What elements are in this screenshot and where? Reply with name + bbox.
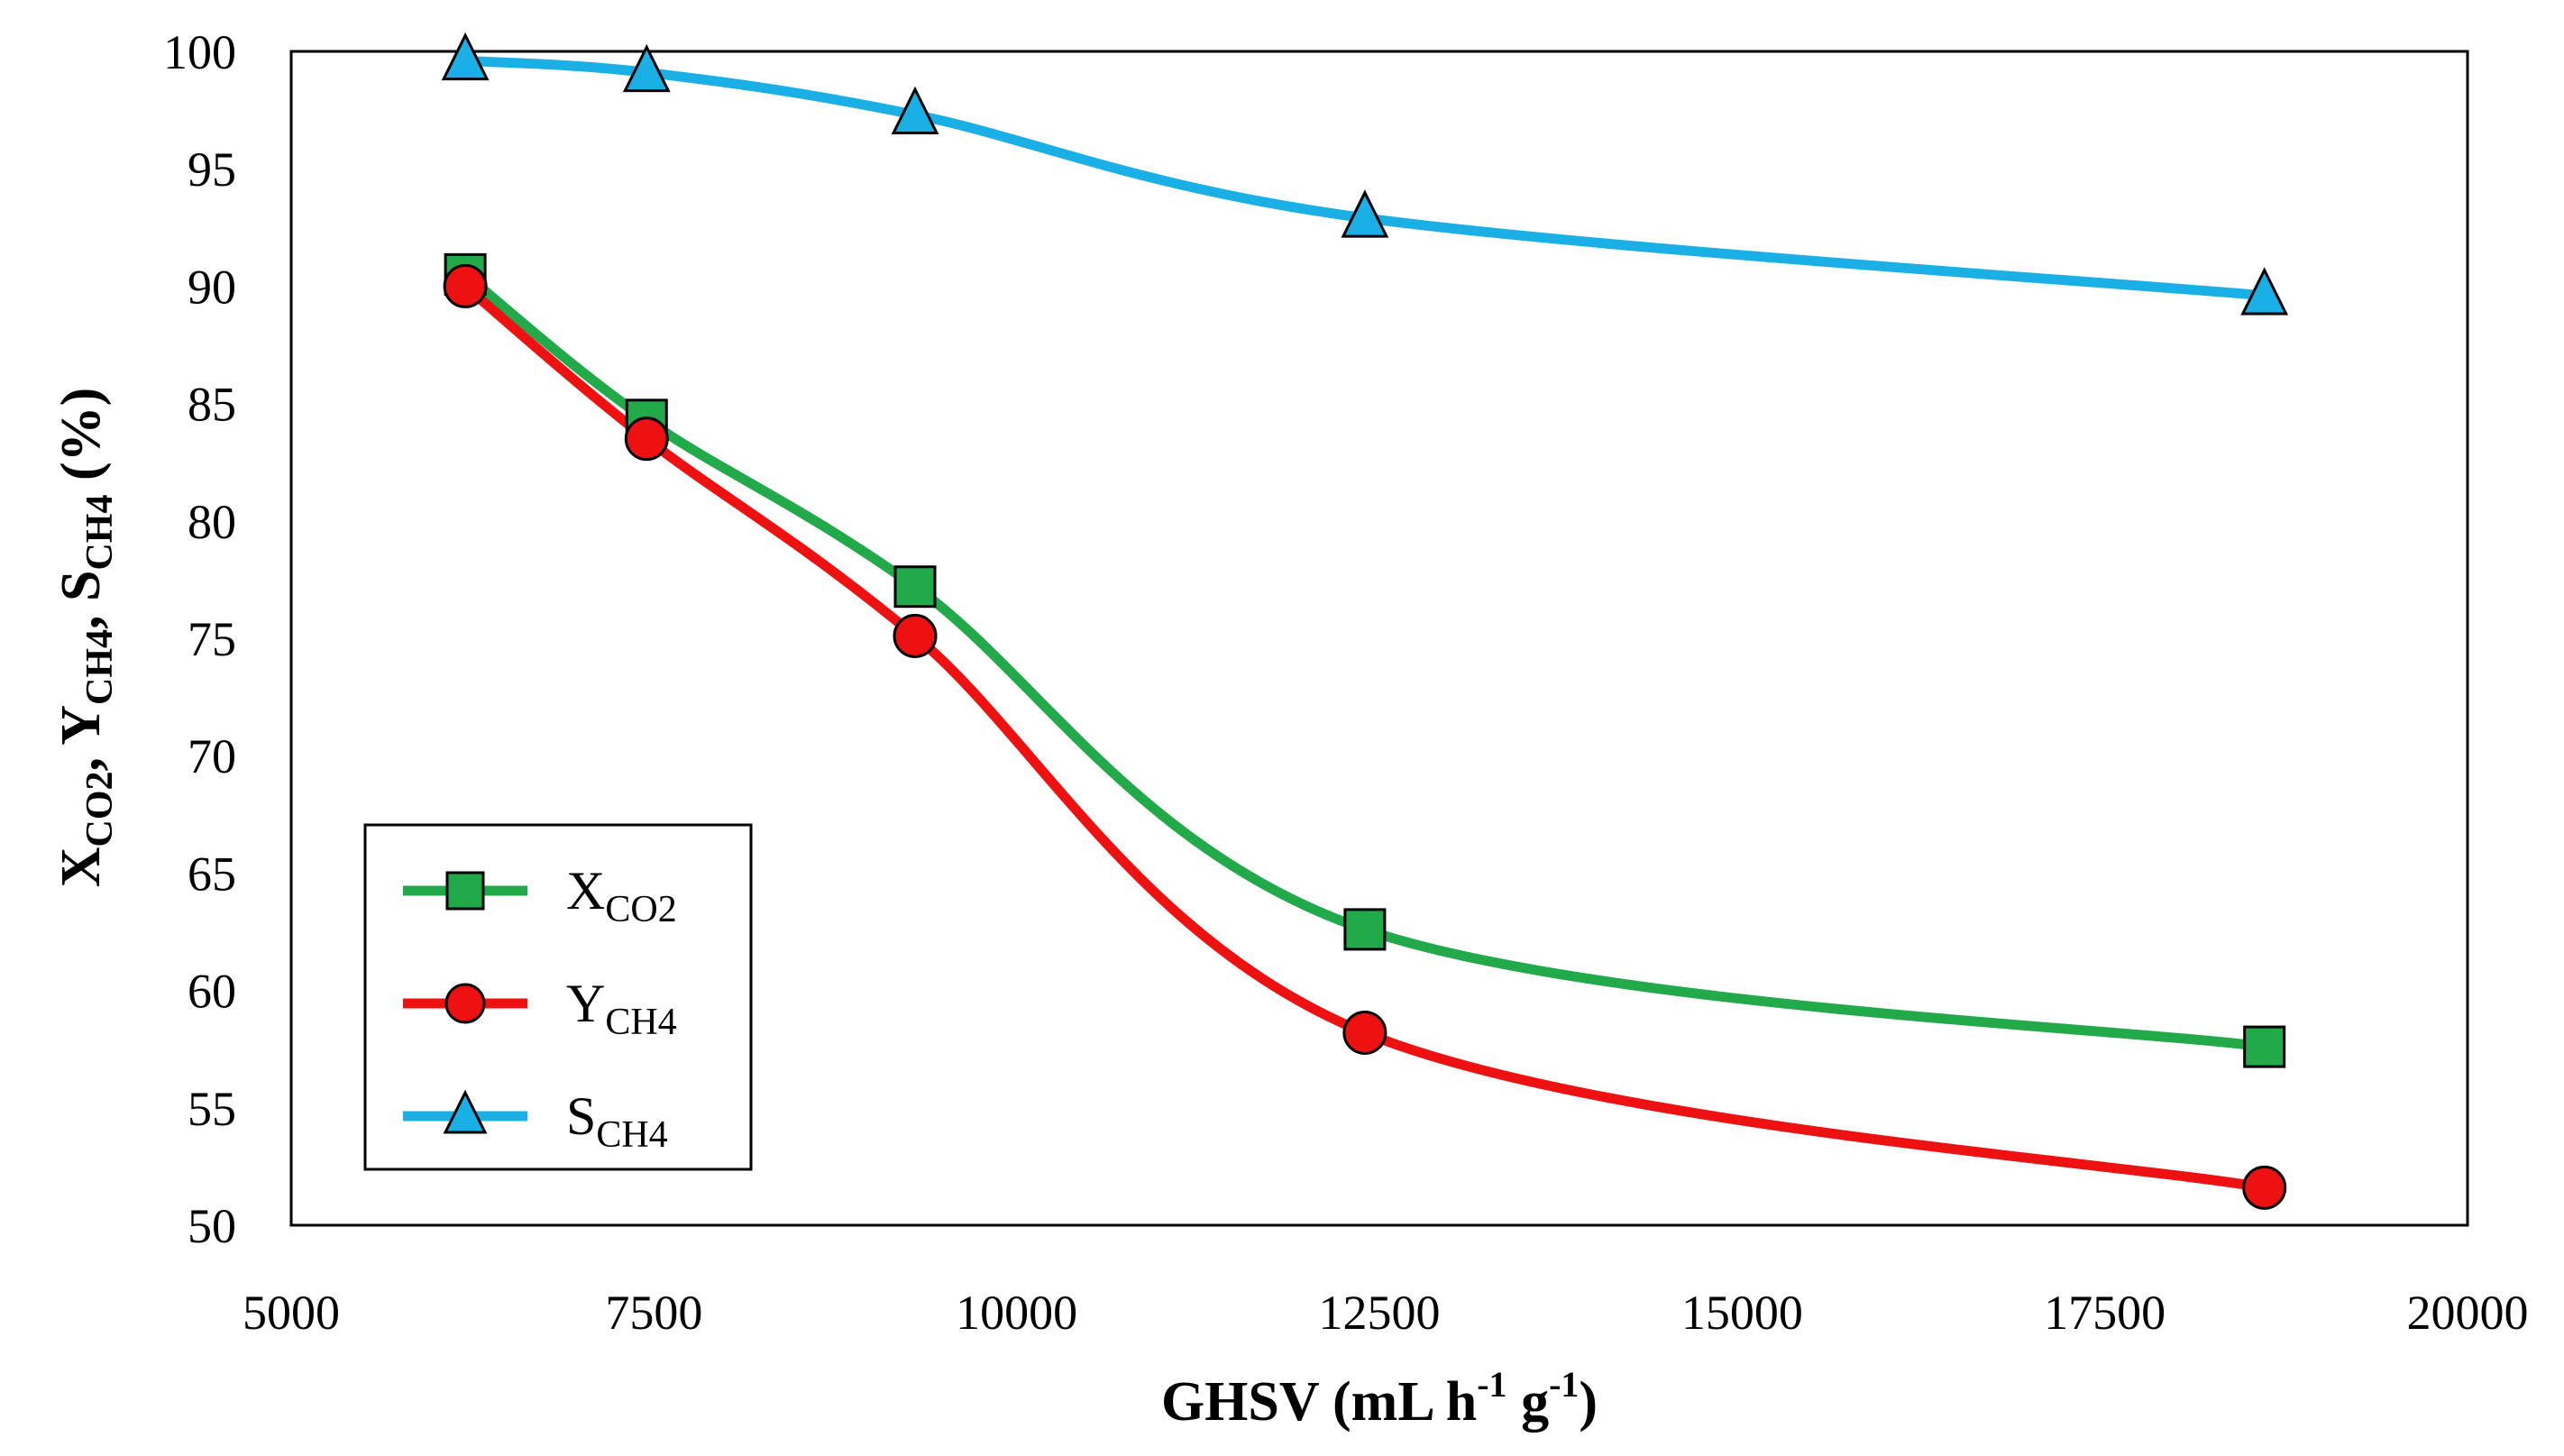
x-tick-label: 5000 (243, 1286, 340, 1340)
legend-label: SCH4 (566, 1086, 668, 1156)
x-tick-labels: 5000 7500 10000 12500 15000 17500 20000 (243, 1286, 2529, 1340)
data-point-triangle (891, 86, 939, 135)
y-axis-title-y-sub: CH4 (79, 629, 121, 705)
data-point-circle (443, 263, 488, 308)
y-tick-label: 50 (188, 1199, 236, 1253)
data-point-circle (2242, 1165, 2287, 1210)
x-tick-label: 12500 (1319, 1286, 1441, 1340)
legend: XCO2 YCH4 SCH4 (363, 823, 753, 1171)
legend-item: YCH4 (403, 974, 677, 1043)
data-point-square (893, 565, 937, 609)
x-axis-title-sup2: -1 (1549, 1364, 1579, 1405)
legend-marker-triangle (443, 1089, 488, 1134)
data-point-triangle (1341, 189, 1389, 238)
y-axis-title-s-sub: CH4 (79, 495, 121, 571)
data-point-square (2243, 1025, 2286, 1068)
y-axis-title-s: , S (50, 571, 112, 629)
y-tick-label: 95 (188, 142, 236, 197)
y-tick-label: 80 (188, 495, 236, 549)
y-tick-label: 90 (188, 260, 236, 314)
y-tick-label: 75 (188, 612, 236, 666)
legend-marker-square (445, 871, 485, 911)
x-tick-label: 15000 (1681, 1286, 1803, 1340)
y-axis-title-x-sub: CO2 (79, 771, 121, 847)
x-axis-title-end: ) (1579, 1371, 1598, 1433)
data-point-circle (893, 613, 938, 658)
y-tick-label: 85 (188, 378, 236, 432)
legend-item: SCH4 (403, 1086, 668, 1156)
y-axis-title-y: , Y (50, 705, 112, 771)
y-tick-label: 55 (188, 1082, 236, 1136)
series-line-2 (460, 55, 2270, 301)
legend-marker-circle (444, 983, 486, 1024)
x-tick-label: 7500 (605, 1286, 702, 1340)
legend-label: XCO2 (566, 861, 677, 930)
y-tick-label: 70 (188, 729, 236, 783)
data-point-square (1343, 908, 1387, 951)
data-point-triangle (622, 43, 671, 93)
legend-label: YCH4 (566, 974, 677, 1043)
x-tick-label: 20000 (2407, 1286, 2529, 1340)
y-tick-label: 60 (188, 965, 236, 1019)
x-axis-title-sup1: -1 (1477, 1364, 1506, 1405)
x-axis-title: GHSV (mL h-1 g-1) (1161, 1364, 1598, 1433)
y-axis-title-x: X (50, 847, 112, 887)
data-point-circle (1342, 1010, 1387, 1055)
y-axis-title: XCO2, YCH4, SCH4 (%) (50, 388, 121, 888)
x-tick-label: 17500 (2044, 1286, 2166, 1340)
y-axis-title-units: (%) (50, 388, 112, 495)
y-tick-label: 100 (163, 25, 236, 79)
data-point-circle (624, 417, 669, 462)
plot-area (289, 50, 2469, 1227)
data-point-triangle (441, 32, 490, 81)
y-tick-label: 65 (188, 847, 236, 901)
legend-item: XCO2 (403, 861, 677, 930)
data-point-triangle (2240, 267, 2289, 316)
series-markers (441, 32, 2289, 1210)
x-tick-label: 10000 (956, 1286, 1077, 1340)
y-tick-labels: 50 55 60 65 70 75 80 85 90 95 100 (163, 25, 236, 1253)
x-axis-title-main: GHSV (mL h (1161, 1371, 1477, 1433)
x-axis-title-mid: g (1507, 1371, 1550, 1433)
